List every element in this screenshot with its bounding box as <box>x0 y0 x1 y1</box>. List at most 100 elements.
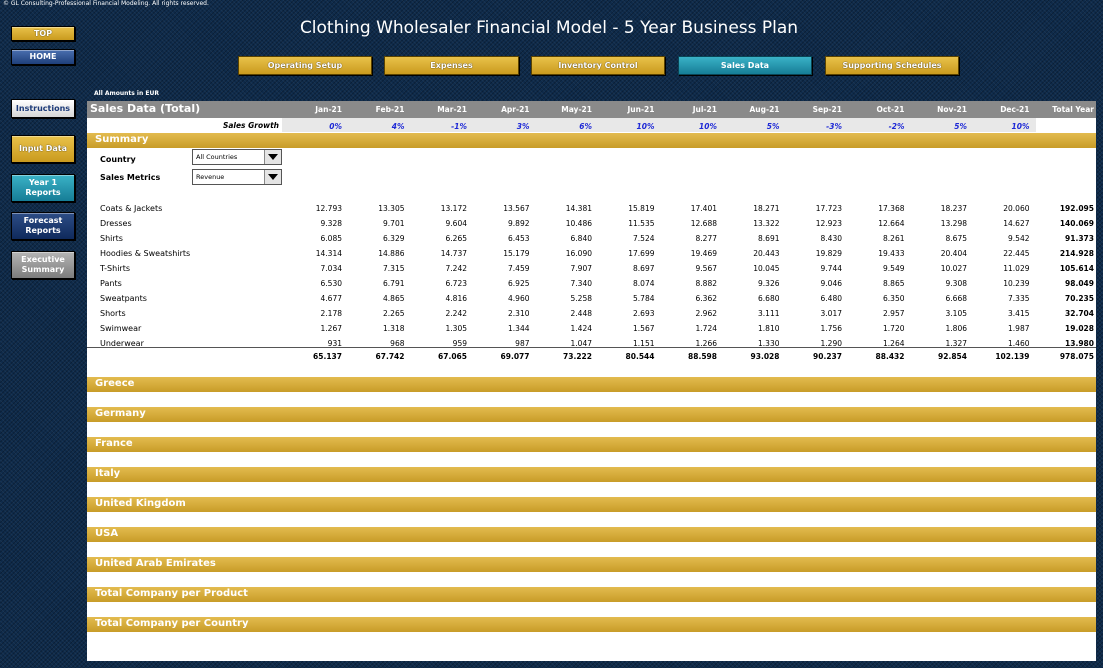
section-label: Italy <box>95 468 121 479</box>
section-band[interactable]: USA <box>87 527 1096 542</box>
sales-value: 7.524 <box>633 234 655 243</box>
month-header: Oct-21 <box>876 105 905 114</box>
instructions-button[interactable]: Instructions <box>11 99 75 118</box>
home-button[interactable]: HOME <box>11 49 75 65</box>
sales-value: 6.668 <box>945 294 967 303</box>
month-total-value: 92.854 <box>938 352 967 361</box>
sales-value: 2.265 <box>383 309 405 318</box>
sales-value: 4.816 <box>445 294 467 303</box>
sales-value: 9.549 <box>883 264 905 273</box>
sales-value: 1.264 <box>883 339 905 348</box>
sales-value: 8.865 <box>883 279 905 288</box>
sales-value: 3.017 <box>820 309 842 318</box>
supporting-schedules-button[interactable]: Supporting Schedules <box>825 56 959 75</box>
sales-value: 8.277 <box>695 234 717 243</box>
sales-value: 8.074 <box>633 279 655 288</box>
sales-value: 6.453 <box>508 234 530 243</box>
sales-value: 9.567 <box>695 264 717 273</box>
section-band[interactable]: Greece <box>87 377 1096 392</box>
section-band[interactable]: Total Company per Product <box>87 587 1096 602</box>
sales-data-sheet: Sales Data (Total) Jan-21 Feb-21 Mar-21 Apr… <box>87 101 1096 661</box>
sales-value: 17.699 <box>628 249 655 258</box>
year1-reports-button[interactable]: Year 1 Reports <box>11 174 75 202</box>
grand-total: 978.075 <box>1059 352 1094 361</box>
inventory-control-button[interactable]: Inventory Control <box>531 56 665 75</box>
sales-value: 4.960 <box>508 294 530 303</box>
totals-row: 65.137 67.742 67.065 69.077 73.222 80.544 88.5… <box>87 347 1096 362</box>
country-dropdown[interactable]: All Countries <box>192 149 282 165</box>
header-row: Sales Data (Total) Jan-21 Feb-21 Mar-21 Apr… <box>87 101 1096 118</box>
sales-value: 2.448 <box>570 309 592 318</box>
section-band[interactable]: United Kingdom <box>87 497 1096 512</box>
section-band[interactable]: France <box>87 437 1096 452</box>
input-data-button[interactable]: Input Data <box>11 135 75 163</box>
sales-value: 6.791 <box>383 279 405 288</box>
sales-value: 17.368 <box>878 204 905 213</box>
section-label: Total Company per Product <box>95 588 248 599</box>
sales-value: 1.460 <box>1008 339 1030 348</box>
product-name: Shirts <box>100 234 123 243</box>
month-header: Jun-21 <box>627 105 655 114</box>
sales-value: 11.535 <box>628 219 655 228</box>
chevron-down-icon[interactable] <box>264 150 281 164</box>
table-row: Underwear 931 968 959 987 1.047 1.151 1.266 1.33… <box>87 336 1096 351</box>
product-name: T-Shirts <box>100 264 131 273</box>
table-row: T-Shirts 7.034 7.315 7.242 7.459 7.907 8.697 9.… <box>87 261 1096 276</box>
sales-value: 10.027 <box>940 264 967 273</box>
chevron-down-icon[interactable] <box>264 170 281 184</box>
top-button[interactable]: TOP <box>11 26 75 41</box>
month-total-value: 65.137 <box>313 352 342 361</box>
sales-value: 1.806 <box>945 324 967 333</box>
month-header: Sep-21 <box>812 105 842 114</box>
sales-value: 968 <box>390 339 405 348</box>
sales-value: 9.542 <box>1008 234 1030 243</box>
sales-data-button[interactable]: Sales Data <box>678 56 812 75</box>
page-title: Clothing Wholesaler Financial Model - 5 … <box>299 18 799 38</box>
sales-value: 16.090 <box>565 249 592 258</box>
month-total-value: 93.028 <box>750 352 780 361</box>
sales-growth-value: 3% <box>516 122 530 131</box>
sales-value: 1.720 <box>883 324 905 333</box>
section-band[interactable]: Germany <box>87 407 1096 422</box>
section-band[interactable]: Italy <box>87 467 1096 482</box>
sales-value: 8.691 <box>758 234 780 243</box>
row-total-value: 98.049 <box>1065 279 1094 288</box>
sales-value: 6.350 <box>883 294 905 303</box>
sales-growth-cells <box>282 118 1036 132</box>
row-total-value: 140.069 <box>1059 219 1094 228</box>
sales-value: 14.627 <box>1003 219 1030 228</box>
row-total-value: 91.373 <box>1065 234 1094 243</box>
sales-value: 7.340 <box>570 279 592 288</box>
sales-value: 18.237 <box>940 204 967 213</box>
sales-value: 1.327 <box>945 339 967 348</box>
sales-value: 11.029 <box>1003 264 1030 273</box>
sales-metrics-label: Sales Metrics <box>100 173 161 182</box>
sales-value: 7.335 <box>1008 294 1030 303</box>
sales-metrics-dropdown[interactable]: Revenue <box>192 169 282 185</box>
sales-growth-value: 6% <box>579 122 592 131</box>
section-band[interactable]: Total Company per Country <box>87 617 1096 632</box>
sales-value: 6.840 <box>570 234 592 243</box>
country-label: Country <box>100 155 136 164</box>
section-band[interactable]: United Arab Emirates <box>87 557 1096 572</box>
section-label: Greece <box>95 378 135 389</box>
sales-value: 1.290 <box>820 339 842 348</box>
sales-value: 6.530 <box>320 279 342 288</box>
section-label: France <box>95 438 133 449</box>
month-total-value: 69.077 <box>500 352 530 361</box>
sales-value: 9.326 <box>758 279 780 288</box>
sales-value: 14.737 <box>440 249 467 258</box>
forecast-reports-button[interactable]: Forecast Reports <box>11 212 75 240</box>
sales-value: 5.258 <box>570 294 592 303</box>
month-total-value: 88.432 <box>875 352 905 361</box>
expenses-button[interactable]: Expenses <box>384 56 519 75</box>
sales-value: 2.178 <box>320 309 342 318</box>
sales-metrics-dropdown-value: Revenue <box>196 173 225 181</box>
executive-summary-button[interactable]: Executive Summary <box>11 251 75 279</box>
sales-value: 17.723 <box>815 204 842 213</box>
table-row: Dresses 9.328 9.701 9.604 9.892 10.486 11.535 1… <box>87 216 1096 231</box>
sales-value: 959 <box>452 339 467 348</box>
sales-value: 17.401 <box>690 204 717 213</box>
sales-value: 6.085 <box>320 234 342 243</box>
operating-setup-button[interactable]: Operating Setup <box>238 56 372 75</box>
